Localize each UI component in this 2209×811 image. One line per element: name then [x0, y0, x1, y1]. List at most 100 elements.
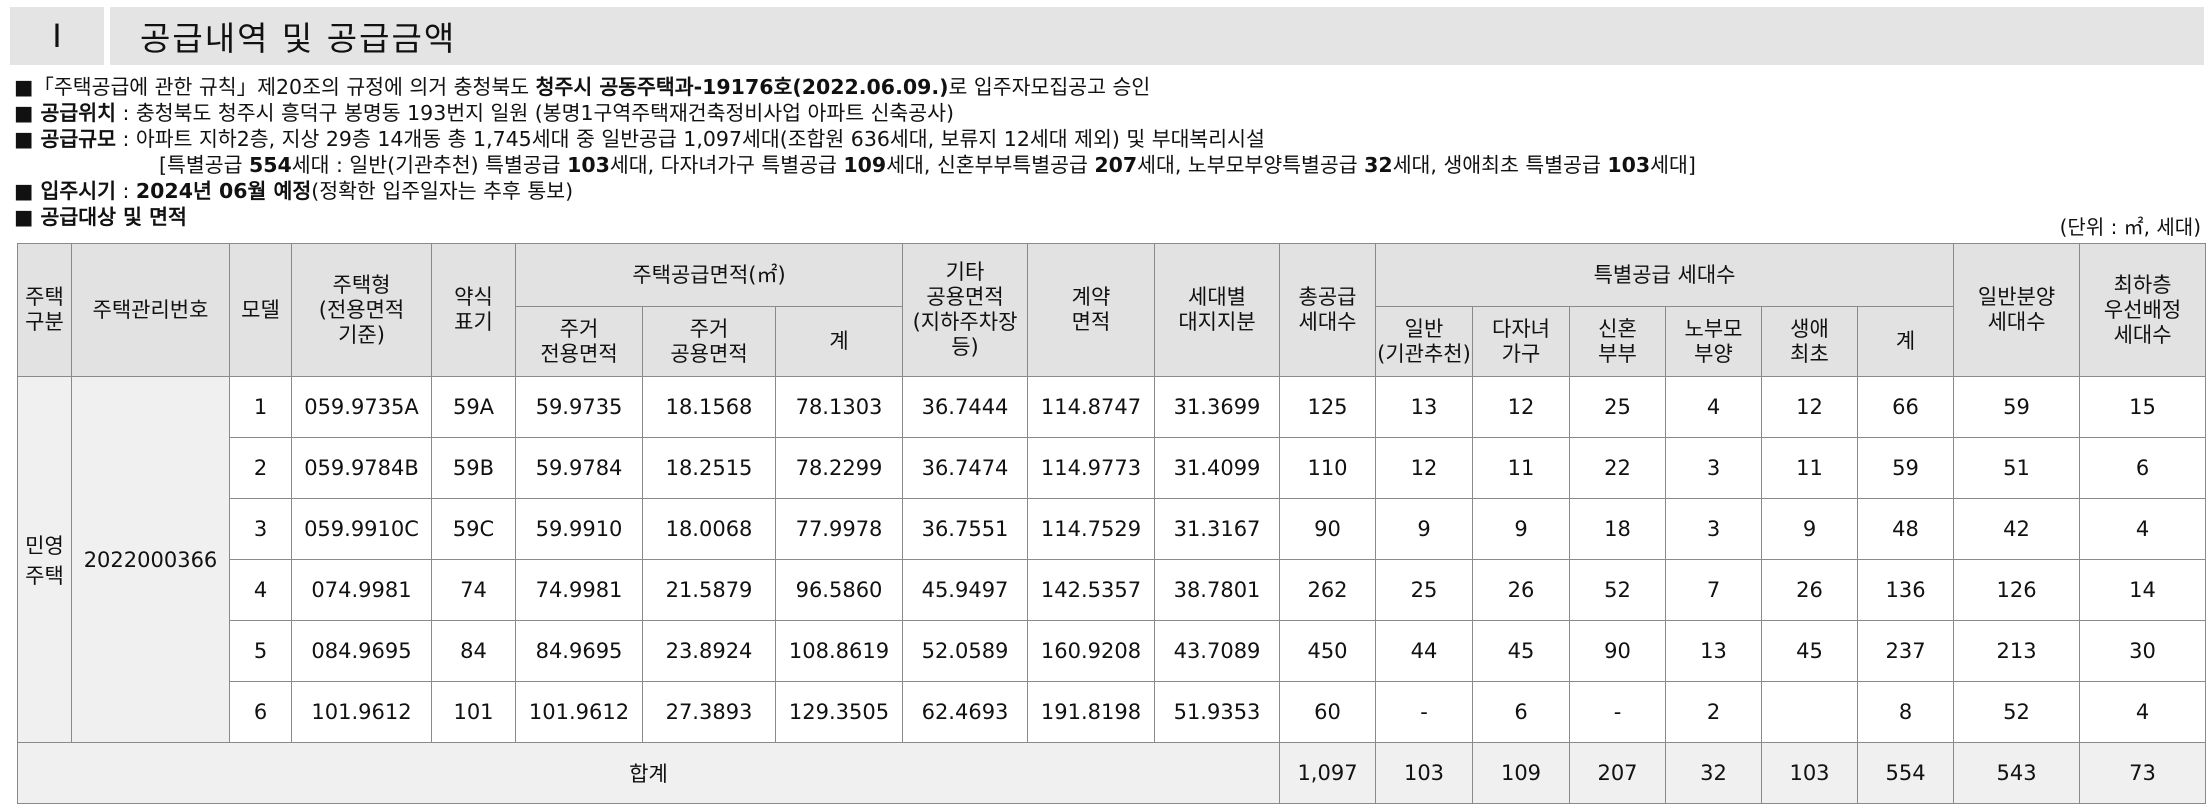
- th-land-share: 세대별 대지지분: [1154, 243, 1280, 377]
- th-lowest-floor: 최하층 우선배정 세대수: [2079, 243, 2207, 377]
- note-scale: ■ 공급규모 : 아파트 지하2층, 지상 29층 14개동 총 1,745세대…: [14, 127, 1265, 151]
- table-cell: 4: [2079, 681, 2207, 743]
- table-cell: 31.4099: [1154, 437, 1280, 499]
- table-cell: 18.0068: [642, 498, 776, 560]
- table-cell: 62.4693: [902, 681, 1028, 743]
- total-cell: 1,097: [1279, 742, 1376, 804]
- table-cell: 114.9773: [1027, 437, 1155, 499]
- table-cell: 129.3505: [775, 681, 903, 743]
- table-cell: 52: [1953, 681, 2081, 743]
- table-cell: 60: [1279, 681, 1376, 743]
- table-cell: 66: [1856, 376, 1955, 438]
- table-cell: 18.1568: [642, 376, 776, 438]
- table-cell: 074.9981: [291, 559, 432, 621]
- table-cell: 101.9612: [515, 681, 643, 743]
- table-cell: 12: [1761, 376, 1858, 438]
- table-cell: 23.8924: [642, 620, 776, 682]
- note-special-supply: [특별공급 554세대 : 일반(기관추천) 특별공급 103세대, 다자녀가구…: [159, 153, 1696, 177]
- table-cell: 6: [229, 681, 292, 743]
- table-cell: 12: [1472, 376, 1570, 438]
- table-row: 2 059.9784B 59B 59.9784 18.2515 78.2299 36.747…: [18, 437, 2207, 499]
- table-cell: 12: [1375, 437, 1473, 499]
- table-cell: 48: [1856, 498, 1955, 560]
- table-cell: 108.8619: [775, 620, 903, 682]
- table-cell: 9: [1761, 498, 1858, 560]
- table-cell: 18: [1569, 498, 1666, 560]
- th-common-area: 주거 공용면적: [642, 306, 776, 377]
- table-cell: 36.7474: [902, 437, 1028, 499]
- table-cell: 059.9735A: [291, 376, 432, 438]
- th-house-type: 주택형 (전용면적 기준): [291, 243, 432, 377]
- table-cell: 5: [229, 620, 292, 682]
- table-cell: 059.9910C: [291, 498, 432, 560]
- th-sp-elderly: 노부모 부양: [1665, 306, 1762, 377]
- table-cell: 74.9981: [515, 559, 643, 621]
- total-cell: 554: [1856, 742, 1955, 804]
- th-sp-first-home: 생애 최초: [1761, 306, 1858, 377]
- table-cell: 125: [1279, 376, 1376, 438]
- table-row: 4 074.9981 74 74.9981 21.5879 96.5860 45.9497 1…: [18, 559, 2207, 621]
- total-cell: 73: [2079, 742, 2207, 804]
- note-target-area: ■ 공급대상 및 면적: [14, 205, 187, 229]
- table-cell: 25: [1569, 376, 1666, 438]
- table-cell: 4: [229, 559, 292, 621]
- table-cell: 237: [1856, 620, 1955, 682]
- table-cell: 101: [431, 681, 516, 743]
- table-cell: 114.8747: [1027, 376, 1155, 438]
- table-row: 6 101.9612 101 101.9612 27.3893 129.3505 62.46…: [18, 681, 2207, 743]
- table-cell: 084.9695: [291, 620, 432, 682]
- table-cell: 45.9497: [902, 559, 1028, 621]
- table-cell: 96.5860: [775, 559, 903, 621]
- table-cell: 42: [1953, 498, 2081, 560]
- table-cell: 110: [1279, 437, 1376, 499]
- announcement-notes: ■「주택공급에 관한 규칙」제20조의 규정에 의거 충청북도 청주시 공동주택…: [14, 74, 2204, 230]
- total-row: 합계 1,097 103 109 207 32 103 554 543 73: [17, 742, 2207, 804]
- table-cell: 22: [1569, 437, 1666, 499]
- table-cell: 14: [2079, 559, 2207, 621]
- table-row: 민영 주택 2022000366 1 059.9735A 59A 59.9735 18.1…: [17, 376, 2207, 743]
- table-cell: 90: [1279, 498, 1376, 560]
- table-cell: 101.9612: [291, 681, 432, 743]
- table-cell: 3: [1665, 498, 1762, 560]
- th-private-area: 주거 전용면적: [515, 306, 643, 377]
- th-sp-multi-child: 다자녀 가구: [1472, 306, 1570, 377]
- total-cell: 103: [1375, 742, 1473, 804]
- th-general-units: 일반분양 세대수: [1953, 243, 2081, 377]
- th-model: 모델: [229, 243, 292, 377]
- table-cell: 6: [2079, 437, 2207, 499]
- table-cell: 13: [1665, 620, 1762, 682]
- th-house-category: 주택 구분: [17, 243, 72, 377]
- th-sp-total: 계: [1856, 306, 1955, 377]
- table-cell: 8: [1856, 681, 1955, 743]
- table-row: 3 059.9910C 59C 59.9910 18.0068 77.9978 36.755…: [18, 498, 2207, 560]
- table-cell: 59A: [431, 376, 516, 438]
- table-cell: 78.1303: [775, 376, 903, 438]
- table-cell: 450: [1279, 620, 1376, 682]
- table-cell: 4: [1665, 376, 1762, 438]
- table-cell: 15: [2079, 376, 2207, 438]
- unit-label: (단위 : ㎡, 세대): [2059, 215, 2201, 239]
- th-sp-newlywed: 신혼 부부: [1569, 306, 1666, 377]
- table-cell: 136: [1856, 559, 1955, 621]
- table-cell: 36.7551: [902, 498, 1028, 560]
- table-cell: 9: [1472, 498, 1570, 560]
- table-cell: 160.9208: [1027, 620, 1155, 682]
- total-cell: 32: [1665, 742, 1762, 804]
- th-abbr: 약식 표기: [431, 243, 516, 377]
- cell-house-category: 민영 주택: [17, 376, 72, 743]
- th-supply-area: 주택공급면적(㎡): [515, 243, 903, 307]
- table-row: 5 084.9695 84 84.9695 23.8924 108.8619 52.0589…: [18, 620, 2207, 682]
- table-cell: 11: [1472, 437, 1570, 499]
- table-cell: 59.9910: [515, 498, 643, 560]
- table-cell: 26: [1761, 559, 1858, 621]
- table-cell: 59.9784: [515, 437, 643, 499]
- table-cell: 51: [1953, 437, 2081, 499]
- table-cell: 31.3699: [1154, 376, 1280, 438]
- table-cell: 25: [1375, 559, 1473, 621]
- th-contract-area: 계약 면적: [1027, 243, 1155, 377]
- table-cell: 30: [2079, 620, 2207, 682]
- table-cell: 59: [1856, 437, 1955, 499]
- table-cell: 44: [1375, 620, 1473, 682]
- table-cell: 84.9695: [515, 620, 643, 682]
- table-cell: 18.2515: [642, 437, 776, 499]
